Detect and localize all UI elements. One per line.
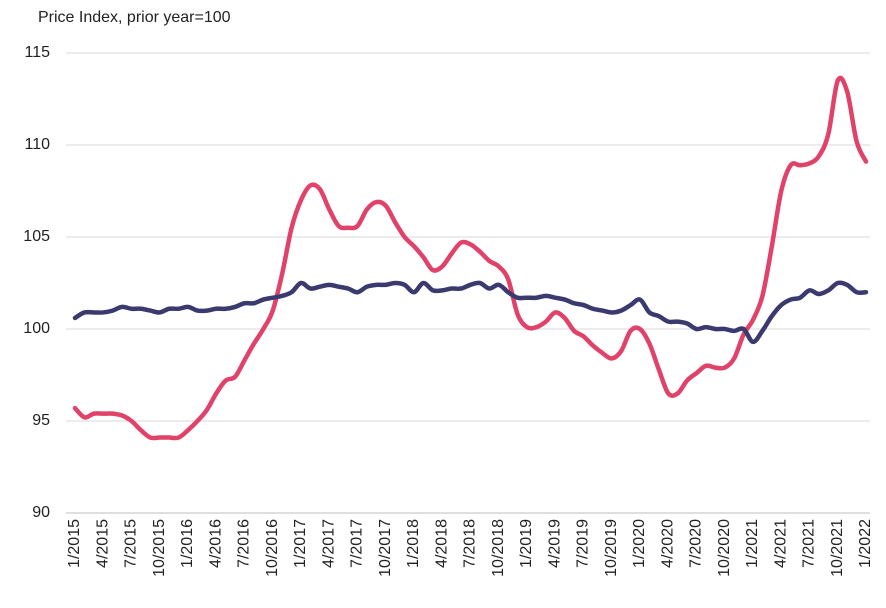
y-tick-label: 95 bbox=[32, 412, 50, 429]
x-tick-label: 7/2017 bbox=[349, 519, 366, 568]
x-tick-label: 4/2021 bbox=[772, 519, 789, 568]
x-tick-label: 1/2017 bbox=[292, 519, 309, 568]
x-tick-label: 4/2019 bbox=[546, 519, 563, 568]
x-tick-label: 1/2021 bbox=[744, 519, 761, 568]
x-tick-label: 1/2022 bbox=[857, 519, 874, 568]
y-tick-label: 90 bbox=[32, 504, 50, 521]
x-tick-label: 10/2015 bbox=[151, 519, 168, 577]
x-tick-label: 10/2018 bbox=[490, 519, 507, 577]
x-tick-label: 10/2017 bbox=[377, 519, 394, 577]
y-axis-title: Price Index, prior year=100 bbox=[38, 9, 231, 26]
x-tick-label: 10/2021 bbox=[829, 519, 846, 577]
x-tick-label: 7/2021 bbox=[801, 519, 818, 568]
x-tick-label: 1/2016 bbox=[179, 519, 196, 568]
x-tick-label: 4/2017 bbox=[320, 519, 337, 568]
x-tick-label: 7/2019 bbox=[575, 519, 592, 568]
x-tick-label: 7/2018 bbox=[462, 519, 479, 568]
x-tick-label: 4/2016 bbox=[207, 519, 224, 568]
series-line bbox=[72, 280, 869, 345]
x-tick-label: 10/2020 bbox=[716, 519, 733, 577]
x-tick-label: 1/2020 bbox=[631, 519, 648, 568]
y-tick-label: 110 bbox=[24, 136, 50, 153]
x-tick-label: 10/2016 bbox=[264, 519, 281, 577]
y-tick-label: 105 bbox=[23, 228, 50, 245]
y-tick-label: 115 bbox=[24, 44, 50, 61]
x-tick-label: 7/2020 bbox=[688, 519, 705, 568]
x-tick-label: 7/2016 bbox=[236, 519, 253, 568]
series-line bbox=[72, 75, 869, 441]
x-tick-label: 1/2019 bbox=[518, 519, 535, 568]
x-tick-label: 10/2019 bbox=[603, 519, 620, 577]
x-tick-label: 1/2018 bbox=[405, 519, 422, 568]
x-tick-label: 7/2015 bbox=[123, 519, 140, 568]
x-tick-label: 4/2018 bbox=[433, 519, 450, 568]
y-tick-label: 100 bbox=[23, 320, 50, 337]
x-tick-label: 1/2015 bbox=[66, 519, 83, 568]
x-tick-label: 4/2020 bbox=[659, 519, 676, 568]
x-tick-label: 4/2015 bbox=[94, 519, 111, 568]
